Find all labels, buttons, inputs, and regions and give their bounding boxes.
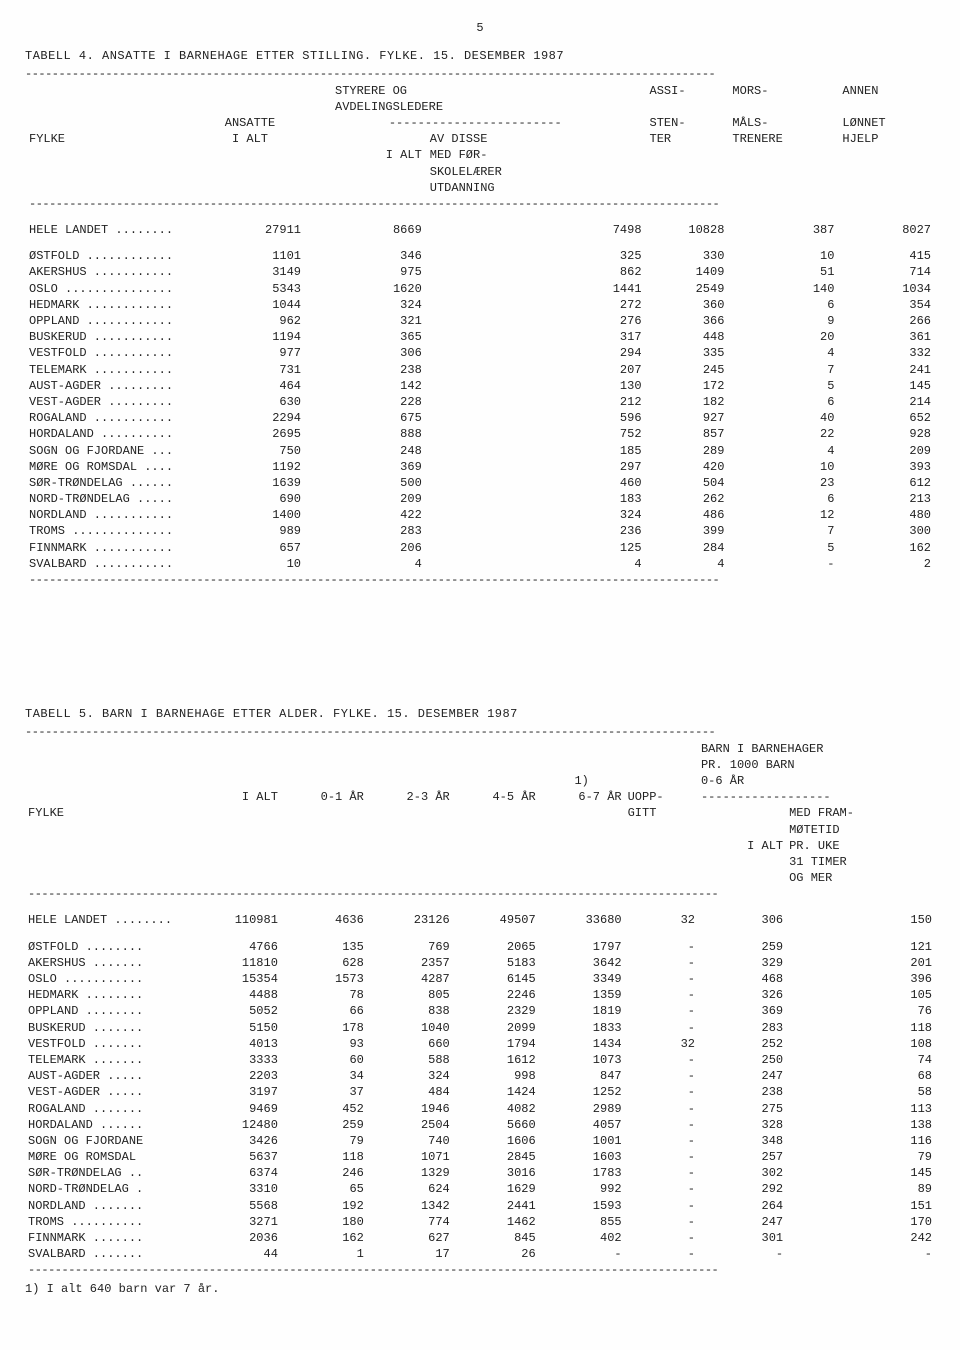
t5-a23: 2-3 ÅR bbox=[407, 790, 450, 804]
t5-a67: 6-7 ÅR bbox=[578, 790, 621, 804]
t5-fylke: FYLKE bbox=[28, 806, 64, 820]
table-row: AUST-AGDER .....220334324998847-24768 bbox=[25, 1068, 935, 1084]
table-row: SVALBARD ...........10444-2 bbox=[25, 556, 935, 572]
t5-bar3: 0-6 ÅR bbox=[701, 774, 744, 788]
table-row: OSLO ...............53431620144125491401… bbox=[25, 281, 935, 297]
table-row: SOGN OG FJORDANE34267974016061001-348116 bbox=[25, 1133, 935, 1149]
t4-styrere1: STYRERE OG bbox=[335, 84, 407, 98]
page-number: 5 bbox=[25, 20, 935, 36]
table-row: NORDLAND .......5568192134224411593-2641… bbox=[25, 1198, 935, 1214]
t4-avdisse1: AV DISSE bbox=[430, 132, 488, 146]
table-row: HEDMARK ........44887880522461359-326105 bbox=[25, 987, 935, 1003]
table-row: MØRE OG ROMSDAL 5637118107128451603-2577… bbox=[25, 1149, 935, 1165]
table-row: HEDMARK ............10443242723606354 bbox=[25, 297, 935, 313]
t4-annen1: ANNEN bbox=[842, 84, 878, 98]
table-row: VESTFOLD ...........9773062943354332 bbox=[25, 345, 935, 361]
t5-a01: 0-1 ÅR bbox=[321, 790, 364, 804]
table-row: SVALBARD .......4411726---- bbox=[25, 1246, 935, 1262]
table-row: OPPLAND ............9623212763669266 bbox=[25, 313, 935, 329]
table-row: NORD-TRØNDELAG .....6902091832626213 bbox=[25, 491, 935, 507]
t5-med2: MØTETID bbox=[789, 823, 839, 837]
table-row: FINNMARK ...........6572061252845162 bbox=[25, 540, 935, 556]
t4-assi3: TER bbox=[650, 132, 672, 146]
table-row: VESTFOLD .......401393660179414343225210… bbox=[25, 1036, 935, 1052]
table-row: NORD-TRØNDELAG .3310656241629992-29289 bbox=[25, 1181, 935, 1197]
table-row: BUSKERUD .......5150178104020991833-2831… bbox=[25, 1020, 935, 1036]
table-row: ROGALAND .......9469452194640822989-2751… bbox=[25, 1101, 935, 1117]
t5-dash-mid: ----------------------------------------… bbox=[25, 886, 935, 902]
t5-uopp1: UOPP- bbox=[628, 790, 664, 804]
table5-dash-top: ----------------------------------------… bbox=[25, 724, 935, 740]
table-row: ØSTFOLD ............110134632533010415 bbox=[25, 248, 935, 264]
t5-med4: 31 TIMER bbox=[789, 855, 847, 869]
table-row: SØR-TRØNDELAG ......163950046050423612 bbox=[25, 475, 935, 491]
t4-annen3: HJELP bbox=[842, 132, 878, 146]
t5-med5: OG MER bbox=[789, 871, 832, 885]
table-row: OSLO ...........153541573428761453349-46… bbox=[25, 971, 935, 987]
table-row: SOGN OG FJORDANE ...7502481852894209 bbox=[25, 443, 935, 459]
table4: STYRERE OG AVDELINGSLEDERE ASSI- MORS- AN… bbox=[25, 83, 935, 589]
table-row: TELEMARK .......33336058816121073-25074 bbox=[25, 1052, 935, 1068]
table-row: TROMS ..............9892832363997300 bbox=[25, 523, 935, 539]
table5-title: TABELL 5. BARN I BARNEHAGE ETTER ALDER. … bbox=[25, 706, 935, 722]
t4-assi1: ASSI- bbox=[650, 84, 686, 98]
table-row: HORDALAND ..........269588875285722928 bbox=[25, 426, 935, 442]
table-row: FINNMARK .......2036162627845402-301242 bbox=[25, 1230, 935, 1246]
t4-ansatte: ANSATTE bbox=[225, 116, 275, 130]
t4-ialt: I ALT bbox=[232, 132, 268, 146]
t4-dash-bot: ----------------------------------------… bbox=[25, 572, 935, 588]
table5-footnote: 1) I alt 640 barn var 7 år. bbox=[25, 1281, 935, 1297]
table-row: TELEMARK ...........7312382072457241 bbox=[25, 362, 935, 378]
t4-subdash: ------------------------ bbox=[389, 116, 562, 130]
t5-total-label: HELE LANDET ........ bbox=[25, 912, 195, 928]
t4-fylke: FYLKE bbox=[29, 132, 65, 146]
t5-bar2: PR. 1000 BARN bbox=[701, 758, 795, 772]
t4-dash-mid: ----------------------------------------… bbox=[25, 196, 935, 212]
t4-avdisse3: SKOLELÆRER bbox=[430, 165, 502, 179]
t5-note1: 1) bbox=[574, 774, 588, 788]
t5-med1: MED FRAM- bbox=[789, 806, 854, 820]
table-row: AKERSHUS ...........3149975862140951714 bbox=[25, 264, 935, 280]
t4-annen2: LØNNET bbox=[842, 116, 885, 130]
table-row: BUSKERUD ...........119436531744820361 bbox=[25, 329, 935, 345]
table-row: HORDALAND ......12480259250456604057-328… bbox=[25, 1117, 935, 1133]
t4-avdisse4: UTDANNING bbox=[430, 181, 495, 195]
t5-a45: 4-5 ÅR bbox=[492, 790, 535, 804]
table-row: VEST-AGDER .....31973748414241252-23858 bbox=[25, 1084, 935, 1100]
table-row: NORDLAND ...........140042232448612480 bbox=[25, 507, 935, 523]
table-row: OPPLAND ........50526683823291819-36976 bbox=[25, 1003, 935, 1019]
table4-title: TABELL 4. ANSATTE I BARNEHAGE ETTER STIL… bbox=[25, 48, 935, 64]
table-row: MØRE OG ROMSDAL ....119236929742010393 bbox=[25, 459, 935, 475]
t4-avdisse2: MED FØR- bbox=[430, 148, 488, 162]
t4-mors1: MORS- bbox=[732, 84, 768, 98]
t5-med3: PR. UKE bbox=[789, 839, 839, 853]
table-row: SØR-TRØNDELAG ..6374246132930161783-3021… bbox=[25, 1165, 935, 1181]
table5: BARN I BARNEHAGER PR. 1000 BARN 1) 0-6 ÅR… bbox=[25, 741, 935, 1279]
table-row: AKERSHUS .......11810628235751833642-329… bbox=[25, 955, 935, 971]
t5-bar1: BARN I BARNEHAGER bbox=[701, 742, 823, 756]
t4-mors2: MÅLS- bbox=[732, 116, 768, 130]
t4-ialt2: I ALT bbox=[386, 148, 422, 162]
t4-total-label: HELE LANDET ........ bbox=[25, 222, 195, 238]
table4-dash-top: ----------------------------------------… bbox=[25, 66, 935, 82]
table-row: HELE LANDET ........ 110981 4636 23126 4… bbox=[25, 912, 935, 928]
t4-assi2: STEN- bbox=[650, 116, 686, 130]
t4-styrere2: AVDELINGSLEDERE bbox=[335, 100, 443, 114]
t5-dash-bot: ----------------------------------------… bbox=[25, 1262, 935, 1278]
table-row: TROMS ..........32711807741462855-247170 bbox=[25, 1214, 935, 1230]
table-row: AUST-AGDER .........4641421301725145 bbox=[25, 378, 935, 394]
t5-uopp2: GITT bbox=[628, 806, 657, 820]
table-row: VEST-AGDER .........6302282121826214 bbox=[25, 394, 935, 410]
t5-ialt2: I ALT bbox=[747, 839, 783, 853]
t5-subdash2: ------------------ bbox=[701, 790, 831, 804]
table-row: HELE LANDET ........ 27911 8669 7498 108… bbox=[25, 222, 935, 238]
table-row: ROGALAND ...........229467559692740652 bbox=[25, 410, 935, 426]
t4-mors3: TRENERE bbox=[732, 132, 782, 146]
table-row: ØSTFOLD ........476613576920651797-25912… bbox=[25, 939, 935, 955]
t5-ialt: I ALT bbox=[242, 790, 278, 804]
